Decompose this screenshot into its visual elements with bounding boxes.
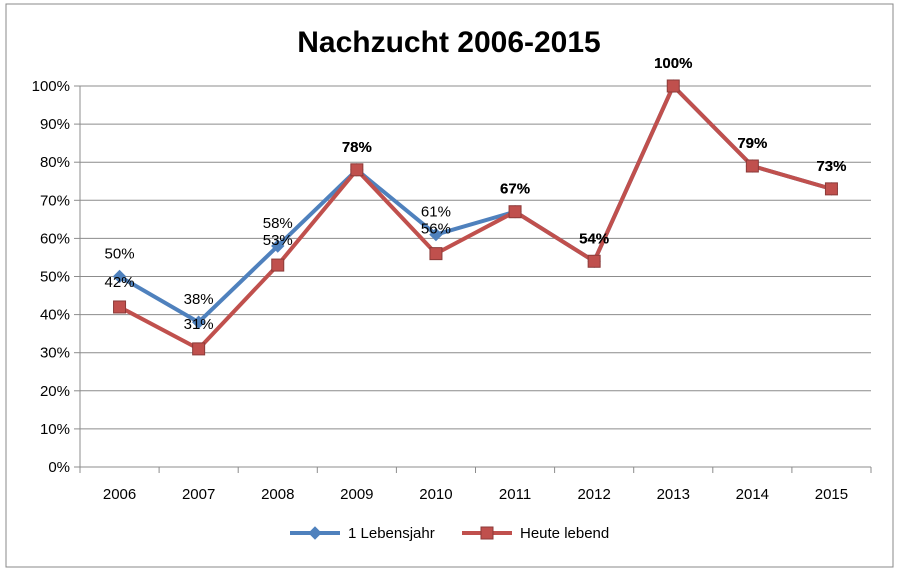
data-labels: 50% 38% 58% 78% 61% 67% 54% 100% 79% 73% 42% 31% 53%… [105,55,847,333]
legend-label-2: Heute lebend [520,525,609,542]
data-point-series-2 [350,163,364,177]
y-tick-label: 20% [40,383,70,400]
data-label-series-1: 54% [579,230,609,247]
data-label-series-2: 100% [654,55,692,72]
data-label-series-1: 61% [421,204,451,221]
legend-marker-2 [480,526,494,540]
data-point-series-2 [666,79,680,93]
data-label-series-1: 79% [737,135,767,152]
legend-label-1: 1 Lebensjahr [348,525,435,542]
y-tick-label: 10% [40,421,70,438]
data-label-series-2: 54% [579,230,609,247]
data-point-series-2 [508,205,522,219]
data-label-series-1: 73% [816,158,846,175]
x-tick-label: 2012 [577,486,610,503]
data-label-series-1: 58% [263,215,293,232]
y-tick-label: 40% [40,307,70,324]
x-tick-label: 2007 [182,486,215,503]
x-tick-label: 2011 [499,486,531,503]
grid-lines [80,85,871,430]
y-tick-label: 60% [40,230,70,247]
data-point-series-1 [112,269,127,284]
data-point-series-2 [271,258,285,272]
x-tick-label: 2010 [419,486,452,503]
data-label-series-1: 78% [342,139,372,156]
y-tick-label: 80% [40,154,70,171]
data-point-series-1 [191,315,206,329]
data-label-series-2: 78% [342,139,372,156]
chart-title: Nachzucht 2006-2015 [297,26,601,59]
data-label-series-1: 100% [654,55,692,72]
data-point-series-1 [271,239,285,253]
y-tick-label: 50% [40,269,70,286]
x-tick-label: 2015 [815,486,848,503]
data-point-series-2 [192,342,206,356]
chart-border [5,3,894,568]
x-tick-label: 2013 [657,486,690,503]
x-tick-label: 2006 [103,486,136,503]
y-tick-label: 0% [48,459,70,476]
y-tick-label: 30% [40,345,70,362]
data-label-series-2: 79% [737,135,767,152]
data-label-series-2: 56% [421,221,451,238]
data-point-series-2 [745,159,759,173]
x-tick-label: 2014 [736,486,769,503]
data-point-series-2 [113,300,127,314]
data-label-series-2: 42% [105,274,135,291]
x-tick-label: 2009 [340,486,373,503]
legend-marker-1 [308,526,322,540]
axes: 0% 10% 20% 30% 40% 50% 60% 70% 80% 90% 100% 2006 200… [32,78,872,503]
y-tick-label: 90% [40,116,70,133]
data-point-series-2 [587,254,601,268]
series-line-2 [118,84,833,351]
data-label-series-2: 53% [263,232,293,249]
x-tick-label: 2008 [261,486,294,503]
y-tick-label: 100% [32,78,70,95]
data-label-series-2: 67% [500,181,530,198]
data-point-series-2 [429,247,443,261]
data-label-series-1: 50% [105,246,135,263]
y-tick-label: 70% [40,192,70,209]
data-label-series-1: 67% [500,181,530,198]
data-label-series-2: 31% [184,316,214,333]
data-label-series-1: 38% [184,291,214,308]
data-point-series-2 [824,182,838,196]
legend: 1 Lebensjahr Heute lebend [290,525,609,542]
data-label-series-2: 73% [816,158,846,175]
data-point-series-1 [429,227,443,242]
series-layer [112,79,839,356]
